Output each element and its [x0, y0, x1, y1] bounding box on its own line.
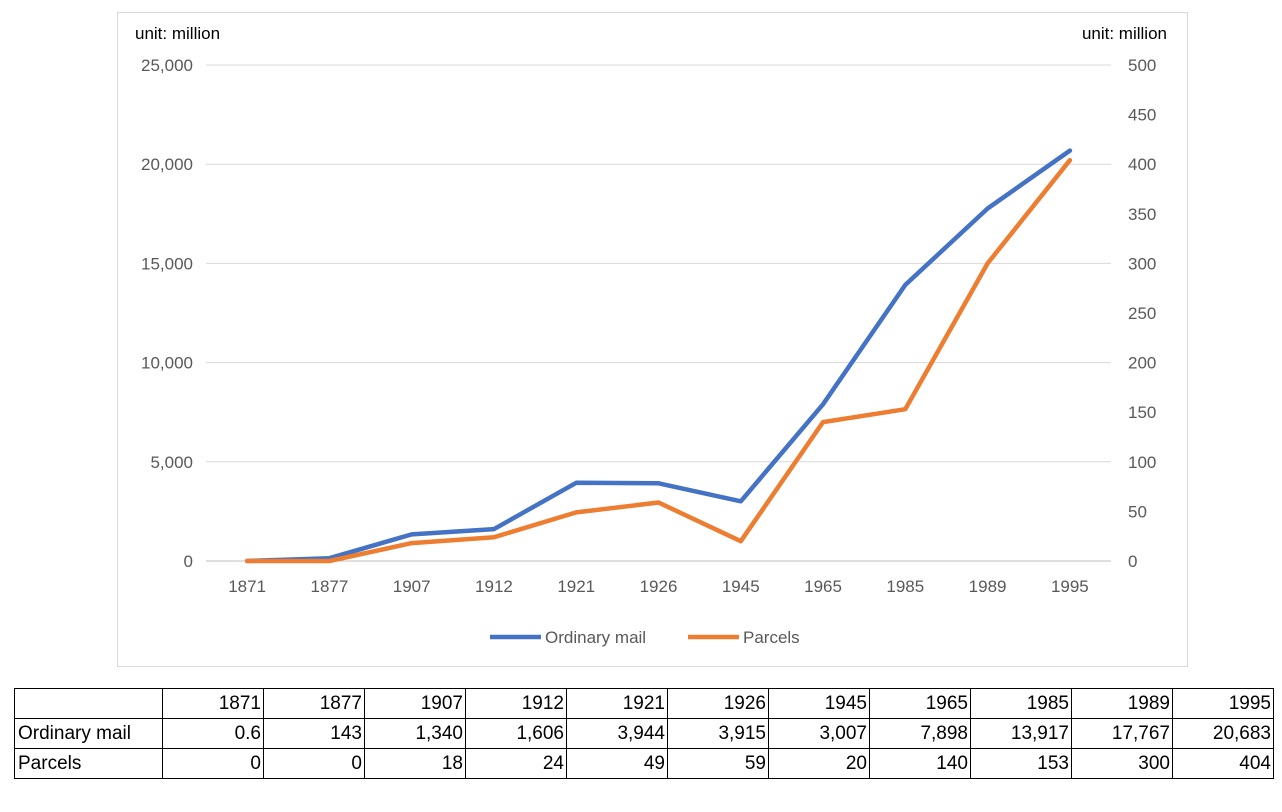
x-axis-tick-label: 1877 [310, 577, 348, 596]
table-cell: 20 [768, 748, 870, 779]
x-axis-tick-label: 1871 [228, 577, 266, 596]
table-cell: 17,767 [1071, 718, 1173, 749]
right-axis-tick-label: 150 [1128, 403, 1156, 422]
table-cell: 140 [869, 748, 971, 779]
right-axis-tick-label: 400 [1128, 155, 1156, 174]
right-axis-tick-label: 50 [1128, 502, 1147, 521]
table-cell: 300 [1071, 748, 1173, 779]
left-axis-tick-label: 0 [184, 552, 193, 571]
table-cell: 1965 [869, 688, 971, 719]
x-axis-tick-label: 1965 [804, 577, 842, 596]
table-cell: 3,007 [768, 718, 870, 749]
left-unit-label: unit: million [135, 24, 220, 43]
table-cell: 18 [364, 748, 466, 779]
x-axis-tick-label: 1926 [640, 577, 678, 596]
x-axis-tick-label: 1945 [722, 577, 760, 596]
table-cell: 20,683 [1172, 718, 1274, 749]
table-cell: 143 [263, 718, 365, 749]
table-cell: 1871 [162, 688, 264, 719]
table-header-row: 1871 1877 1907 1912 1921 1926 1945 1965 1985 1989… [14, 688, 1274, 719]
table-cell: 404 [1172, 748, 1274, 779]
series-line-parcels [244, 157, 1073, 564]
x-axis-tick-label: 1989 [969, 577, 1007, 596]
x-axis-tick-label: 1995 [1051, 577, 1089, 596]
left-axis-tick-label: 25,000 [141, 56, 193, 75]
table-row-label: Parcels [14, 748, 163, 779]
right-axis-tick-label: 350 [1128, 205, 1156, 224]
right-axis-tick-label: 200 [1128, 354, 1156, 373]
left-axis-tick-label: 20,000 [141, 155, 193, 174]
table-cell: 13,917 [970, 718, 1072, 749]
legend-label: Ordinary mail [545, 628, 646, 647]
table-row: Ordinary mail 0.6 143 1,340 1,606 3,944 3,915 3… [14, 718, 1274, 749]
right-axis-tick-label: 250 [1128, 304, 1156, 323]
table-cell: 1921 [566, 688, 668, 719]
x-axis-tick-label: 1985 [886, 577, 924, 596]
line-chart: unit: million unit: million 0 5,000 10,000… [135, 24, 1167, 647]
table-cell: 1,606 [465, 718, 567, 749]
x-axis-tick-label: 1907 [393, 577, 431, 596]
data-table: 1871 1877 1907 1912 1921 1926 1945 1965 1985 1989… [14, 688, 1274, 779]
table-row-label [14, 688, 163, 719]
table-cell: 1926 [667, 688, 769, 719]
table-cell: 1985 [970, 688, 1072, 719]
table-cell: 0 [263, 748, 365, 779]
table-cell: 0.6 [162, 718, 264, 749]
table-cell: 1877 [263, 688, 365, 719]
table-cell: 1945 [768, 688, 870, 719]
x-axis-tick-label: 1921 [557, 577, 595, 596]
table-cell: 3,915 [667, 718, 769, 749]
left-axis-tick-label: 15,000 [141, 254, 193, 273]
chart-area: unit: million unit: million 0 5,000 10,000… [117, 12, 1188, 667]
right-axis-tick-label: 0 [1128, 552, 1137, 571]
right-axis-tick-label: 300 [1128, 254, 1156, 273]
table-cell: 1,340 [364, 718, 466, 749]
left-axis-tick-label: 10,000 [141, 354, 193, 373]
table-cell: 49 [566, 748, 668, 779]
table-cell: 1907 [364, 688, 466, 719]
right-axis-tick-label: 500 [1128, 56, 1156, 75]
table-cell: 24 [465, 748, 567, 779]
x-axis-tick-label: 1912 [475, 577, 513, 596]
table-cell: 59 [667, 748, 769, 779]
left-axis-tick-label: 5,000 [150, 453, 193, 472]
right-axis-tick-label: 100 [1128, 453, 1156, 472]
series-line-ordinary-mail [244, 148, 1073, 564]
table-cell: 7,898 [869, 718, 971, 749]
table-cell: 1912 [465, 688, 567, 719]
table-row: Parcels 0 0 18 24 49 59 20 140 153 300 404 [14, 748, 1274, 779]
legend-label: Parcels [743, 628, 800, 647]
table-cell: 1989 [1071, 688, 1173, 719]
table-row-label: Ordinary mail [14, 718, 163, 749]
table-cell: 0 [162, 748, 264, 779]
right-unit-label: unit: million [1082, 24, 1167, 43]
right-axis-tick-label: 450 [1128, 106, 1156, 125]
table-cell: 3,944 [566, 718, 668, 749]
table-cell: 153 [970, 748, 1072, 779]
table-cell: 1995 [1172, 688, 1274, 719]
